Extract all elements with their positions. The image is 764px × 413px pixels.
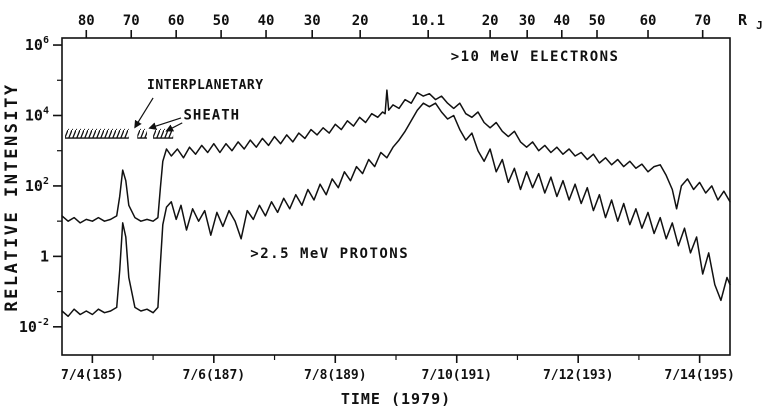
boundary-bar-segment <box>153 128 174 139</box>
x-tick-label: 7/12(193) <box>543 368 613 383</box>
x-tick-label: 7/8(189) <box>304 368 367 383</box>
boundary-bar-segment <box>65 128 129 139</box>
top-axis-tick-label: 10.1 <box>411 13 445 29</box>
x-tick-label: 7/4(185) <box>61 368 124 383</box>
x-axis-title: TIME (1979) <box>341 390 451 408</box>
top-axis-tick-label: 50 <box>589 13 606 29</box>
x-tick-label: 7/14(195) <box>664 368 734 383</box>
protons-curve <box>61 102 731 318</box>
top-axis-tick-label: 80 <box>78 13 95 29</box>
annotation-arrow <box>148 117 182 130</box>
top-axis-tick-label: 60 <box>168 13 185 29</box>
annotation-arrow <box>134 97 154 129</box>
top-axis-tick-label: 50 <box>213 13 230 29</box>
rj-subscript: J <box>756 19 763 32</box>
top-axis-unit-label: R J <box>738 11 763 32</box>
y-tick-label: 102 <box>25 176 49 195</box>
top-axis-tick-label: 60 <box>640 13 657 29</box>
boundary-bar-segment <box>137 128 148 139</box>
protons-series-label: >2.5 MeV PROTONS <box>250 246 409 262</box>
top-axis-tick-label: 70 <box>123 13 140 29</box>
top-axis-tick-label: 40 <box>258 13 275 29</box>
sheath-annotation: SHEATH <box>184 108 241 124</box>
top-axis-tick-label: 20 <box>352 13 369 29</box>
rj-base: R <box>738 11 748 29</box>
y-tick-label: 1 <box>40 247 49 265</box>
y-tick-label: 106 <box>25 35 49 54</box>
y-axis-title: RELATIVE INTENSITY <box>2 82 22 311</box>
x-tick-label: 7/6(187) <box>183 368 246 383</box>
chart-generated-layer: 106 104 102 1 10-2 7/4(185) 7/6(187) 7/8(189) 7/… <box>19 13 735 383</box>
y-tick-label: 104 <box>25 105 49 124</box>
electrons-series-label: >10 MeV ELECTRONS <box>451 49 620 65</box>
top-axis-tick-label: 40 <box>553 13 570 29</box>
top-axis-tick-label: 30 <box>519 13 536 29</box>
x-tick-label: 7/10(191) <box>422 368 492 383</box>
annotation-arrow <box>165 122 183 132</box>
y-tick-label: 10-2 <box>19 317 49 336</box>
electrons-curve <box>61 89 731 224</box>
top-axis-tick-label: 20 <box>482 13 499 29</box>
interplanetary-annotation: INTERPLANETARY <box>147 78 264 93</box>
top-axis-tick-label: 30 <box>304 13 321 29</box>
top-axis-tick-label: 70 <box>694 13 711 29</box>
